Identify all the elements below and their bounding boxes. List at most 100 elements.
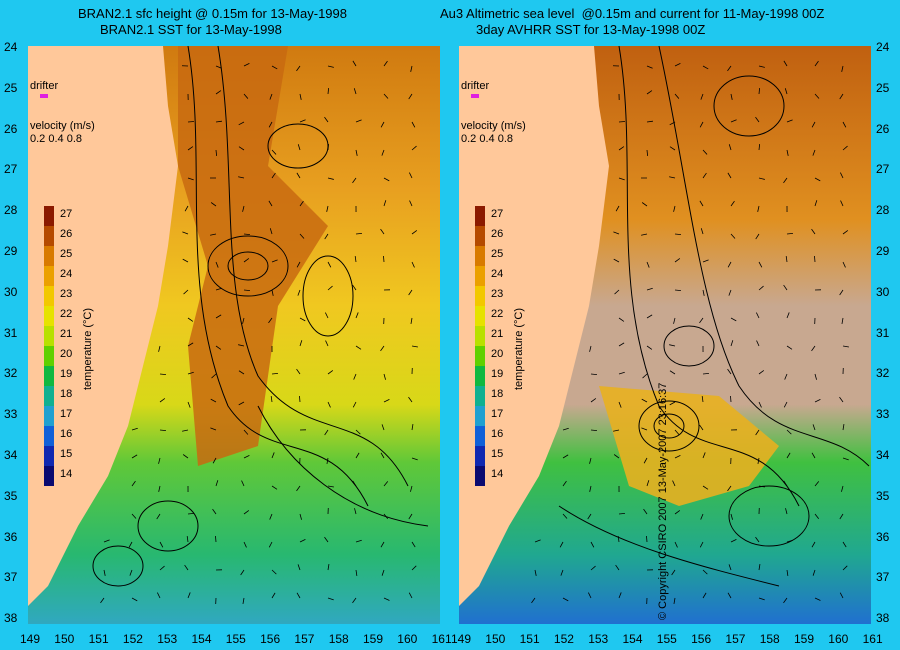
current-arrow — [784, 88, 788, 95]
legend-swatch — [475, 286, 485, 306]
current-arrow — [588, 592, 592, 599]
legend-tick-label: 26 — [60, 228, 73, 240]
left-map-panel — [28, 46, 440, 624]
current-arrow — [786, 539, 793, 543]
current-arrow — [240, 569, 245, 576]
current-arrow — [613, 231, 620, 235]
land-mass — [459, 46, 609, 606]
current-arrow — [296, 65, 301, 72]
current-arrow — [381, 149, 385, 156]
current-arrow — [814, 481, 820, 487]
current-arrow — [327, 143, 330, 151]
legend-swatch — [475, 346, 485, 366]
current-arrow — [674, 289, 682, 292]
current-arrow — [211, 373, 217, 379]
current-arrow — [383, 481, 389, 487]
longitude-label: 149 — [20, 632, 41, 646]
current-arrow — [699, 121, 704, 128]
legend-tick-label: 23 — [491, 288, 504, 300]
current-arrow — [380, 121, 385, 128]
current-arrow — [842, 424, 845, 431]
current-arrow — [842, 565, 848, 571]
current-arrow — [410, 65, 413, 72]
legend-swatch — [44, 466, 54, 486]
current-arrow — [562, 427, 569, 431]
current-arrow — [296, 592, 301, 599]
latitude-label: 35 — [876, 488, 890, 503]
right-map-panel — [459, 46, 871, 624]
legend-tick-label: 17 — [60, 408, 73, 420]
latitude-label: 33 — [876, 407, 890, 422]
current-arrow — [158, 457, 161, 464]
current-arrow — [159, 373, 167, 375]
current-arrow — [355, 312, 359, 319]
current-arrow — [159, 541, 164, 548]
current-arrow — [383, 373, 386, 380]
longitude-label: 157 — [294, 632, 315, 646]
current-arrow — [238, 370, 245, 375]
current-arrow — [758, 370, 765, 375]
legend-swatch — [475, 226, 485, 246]
current-arrow — [408, 396, 413, 403]
legend-swatch — [44, 406, 54, 426]
current-arrow — [840, 200, 844, 207]
latitude-label: 38 — [4, 611, 18, 626]
current-arrow — [215, 535, 217, 543]
current-arrow — [618, 177, 625, 181]
current-arrow — [215, 287, 222, 291]
latitude-label: 24 — [4, 40, 18, 54]
current-arrow — [182, 258, 189, 263]
current-arrow — [783, 284, 788, 291]
latitude-label: 26 — [4, 121, 18, 136]
longitude-label: 150 — [485, 632, 506, 646]
current-arrow — [812, 569, 816, 576]
latitude-label: 29 — [4, 244, 18, 258]
current-arrow — [131, 513, 137, 519]
current-arrow — [613, 454, 620, 459]
longitude-label: 161 — [862, 632, 883, 646]
current-arrow — [756, 340, 760, 347]
current-arrow — [383, 60, 388, 67]
latitude-label: 38 — [876, 611, 890, 626]
legend-swatch — [44, 346, 54, 366]
current-arrow — [811, 452, 816, 459]
latitude-label: 25 — [876, 80, 890, 95]
legend-tick-label: 25 — [491, 248, 504, 260]
current-arrow — [411, 541, 416, 548]
current-arrow — [268, 121, 273, 128]
current-arrow — [352, 284, 357, 291]
current-arrow — [243, 258, 250, 263]
current-arrow — [268, 541, 273, 548]
current-arrow — [268, 317, 273, 324]
current-arrow — [215, 90, 222, 95]
current-arrow — [589, 485, 592, 492]
current-arrow — [562, 480, 567, 487]
current-arrow — [730, 233, 736, 239]
legend-swatch — [44, 426, 54, 446]
legend-tick-label: 23 — [60, 288, 73, 300]
current-arrow — [702, 372, 710, 375]
current-arrow — [271, 485, 278, 490]
latitude-label: 30 — [4, 284, 18, 299]
legend-swatch — [475, 306, 485, 326]
copyright-notice: © Copyright CSIRO 2007 13-May-2007 23:16… — [656, 382, 669, 620]
current-arrow — [783, 60, 788, 67]
longitude-label: 154 — [191, 632, 212, 646]
current-arrow — [215, 65, 222, 69]
current-arrow — [212, 508, 217, 515]
current-arrow — [674, 233, 682, 235]
current-arrow — [674, 258, 681, 263]
current-arrow — [271, 569, 277, 575]
current-arrow — [811, 121, 816, 128]
current-arrow — [327, 285, 333, 291]
current-arrow — [268, 424, 273, 431]
current-arrow — [618, 317, 625, 322]
current-arrow — [352, 480, 357, 487]
current-arrow — [646, 345, 653, 350]
current-arrow — [380, 228, 385, 235]
latitude-label: 32 — [4, 366, 18, 381]
current-arrow — [352, 401, 357, 408]
current-arrow — [354, 256, 357, 263]
legend-tick-label: 18 — [60, 388, 73, 400]
legend-tick-label: 15 — [491, 448, 504, 460]
